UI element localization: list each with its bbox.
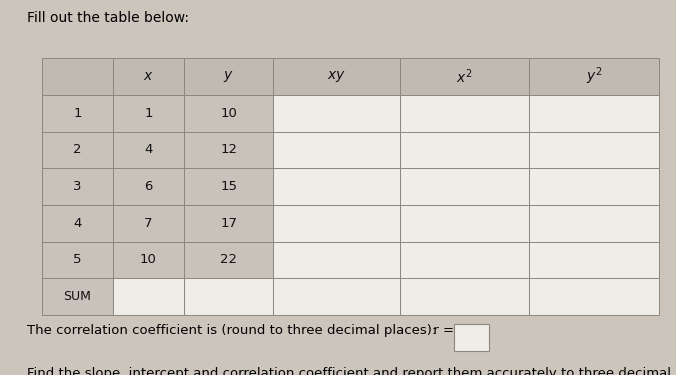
FancyBboxPatch shape [42, 242, 113, 278]
Text: 1: 1 [144, 106, 153, 120]
Text: 6: 6 [144, 180, 153, 193]
Text: $y^2$: $y^2$ [586, 66, 602, 87]
FancyBboxPatch shape [42, 95, 113, 132]
FancyBboxPatch shape [273, 242, 400, 278]
FancyBboxPatch shape [42, 132, 113, 168]
FancyBboxPatch shape [529, 242, 659, 278]
FancyBboxPatch shape [113, 132, 184, 168]
Text: $x^2$: $x^2$ [456, 67, 473, 86]
FancyBboxPatch shape [273, 95, 400, 132]
FancyBboxPatch shape [273, 58, 400, 95]
Text: 4: 4 [73, 217, 82, 230]
Text: Fill out the table below:: Fill out the table below: [27, 11, 189, 25]
Text: 17: 17 [220, 217, 237, 230]
FancyBboxPatch shape [113, 278, 184, 315]
FancyBboxPatch shape [184, 205, 273, 242]
FancyBboxPatch shape [184, 95, 273, 132]
FancyBboxPatch shape [273, 168, 400, 205]
Text: 2: 2 [73, 143, 82, 156]
Text: 12: 12 [220, 143, 237, 156]
FancyBboxPatch shape [454, 324, 489, 351]
Text: The correlation coefficient is (round to three decimal places):: The correlation coefficient is (round to… [27, 324, 436, 338]
FancyBboxPatch shape [529, 168, 659, 205]
FancyBboxPatch shape [273, 205, 400, 242]
Text: r =: r = [429, 324, 458, 338]
FancyBboxPatch shape [273, 132, 400, 168]
Text: Find the slope, intercept and correlation coefficient and report them accurately: Find the slope, intercept and correlatio… [27, 368, 676, 375]
FancyBboxPatch shape [184, 132, 273, 168]
FancyBboxPatch shape [529, 205, 659, 242]
FancyBboxPatch shape [113, 205, 184, 242]
FancyBboxPatch shape [273, 278, 400, 315]
Text: 3: 3 [73, 180, 82, 193]
Text: 22: 22 [220, 254, 237, 267]
FancyBboxPatch shape [42, 278, 113, 315]
FancyBboxPatch shape [184, 168, 273, 205]
Text: $xy$: $xy$ [327, 69, 346, 84]
FancyBboxPatch shape [42, 168, 113, 205]
Text: 1: 1 [73, 106, 82, 120]
FancyBboxPatch shape [184, 278, 273, 315]
Text: SUM: SUM [64, 290, 91, 303]
Text: $x$: $x$ [143, 69, 153, 84]
FancyBboxPatch shape [42, 205, 113, 242]
FancyBboxPatch shape [529, 278, 659, 315]
FancyBboxPatch shape [42, 58, 113, 95]
FancyBboxPatch shape [184, 242, 273, 278]
FancyBboxPatch shape [400, 58, 529, 95]
FancyBboxPatch shape [400, 205, 529, 242]
FancyBboxPatch shape [113, 95, 184, 132]
FancyBboxPatch shape [400, 168, 529, 205]
FancyBboxPatch shape [400, 132, 529, 168]
Text: $y$: $y$ [223, 69, 234, 84]
FancyBboxPatch shape [529, 58, 659, 95]
FancyBboxPatch shape [113, 168, 184, 205]
Text: 10: 10 [140, 254, 157, 267]
FancyBboxPatch shape [400, 95, 529, 132]
FancyBboxPatch shape [113, 242, 184, 278]
FancyBboxPatch shape [400, 278, 529, 315]
Text: 10: 10 [220, 106, 237, 120]
FancyBboxPatch shape [184, 58, 273, 95]
FancyBboxPatch shape [529, 132, 659, 168]
Text: 15: 15 [220, 180, 237, 193]
Text: 4: 4 [144, 143, 153, 156]
FancyBboxPatch shape [400, 242, 529, 278]
FancyBboxPatch shape [113, 58, 184, 95]
Text: 5: 5 [73, 254, 82, 267]
FancyBboxPatch shape [529, 95, 659, 132]
Text: 7: 7 [144, 217, 153, 230]
